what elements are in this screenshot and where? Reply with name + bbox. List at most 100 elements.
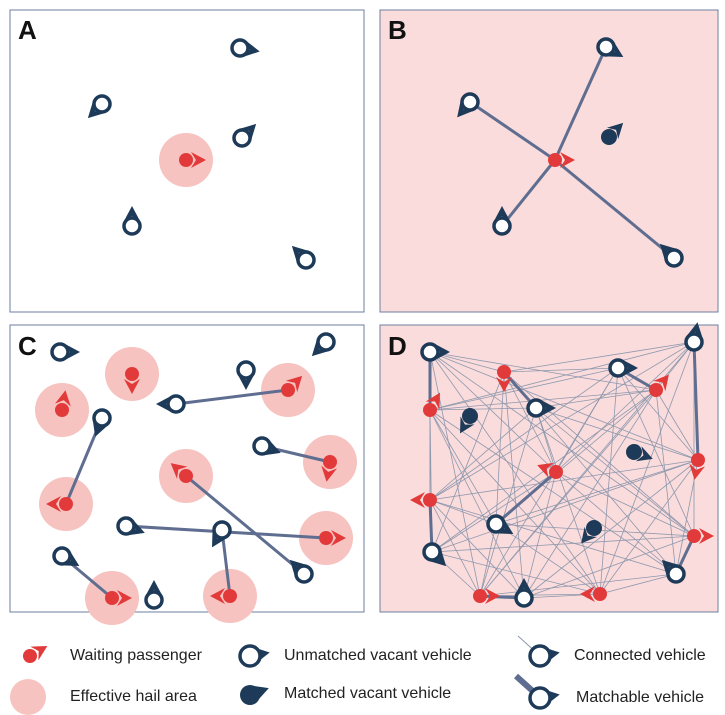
passenger-arrow [54, 390, 71, 407]
legend-label: Unmatched vacant vehicle [284, 647, 472, 664]
shapes [10, 37, 714, 715]
link [599, 367, 619, 595]
passenger [125, 367, 139, 381]
link [429, 351, 557, 473]
vacant-vehicle [116, 516, 136, 536]
vacant-vehicle [50, 342, 70, 362]
vacant-vehicle [528, 686, 552, 710]
link [429, 367, 619, 501]
link [503, 341, 695, 373]
legend-label: Waiting passenger [70, 647, 203, 664]
link [555, 471, 677, 575]
passenger [59, 497, 73, 511]
vacant-vehicle [230, 38, 250, 58]
vacant-vehicle [514, 588, 534, 608]
link [429, 351, 601, 595]
vehicle-arrow [127, 520, 145, 536]
vehicle-arrow [87, 101, 105, 119]
vacant-vehicle [596, 37, 616, 57]
passenger [23, 649, 37, 663]
passenger-arrow [485, 588, 500, 604]
vacant-vehicle [236, 360, 256, 380]
vehicle-arrow [263, 440, 281, 456]
passenger [593, 587, 607, 601]
legend-label: Connected vehicle [574, 647, 706, 664]
passenger [55, 403, 69, 417]
passenger [497, 365, 511, 379]
link [429, 341, 695, 411]
link [554, 158, 675, 260]
link [495, 470, 557, 526]
legend-label: Matched vacant vehicle [284, 685, 451, 702]
passenger-arrow [170, 463, 188, 479]
panel-label: A [18, 15, 37, 45]
link [429, 409, 497, 525]
link [617, 367, 699, 461]
passenger-arrow [410, 492, 425, 508]
link [500, 159, 557, 227]
link [185, 474, 305, 576]
link [429, 409, 525, 599]
link [431, 535, 695, 553]
vehicle-arrow [429, 549, 447, 567]
link [503, 371, 525, 599]
link [617, 367, 695, 537]
vacant-vehicle [122, 216, 142, 236]
link [429, 499, 481, 597]
vacant-vehicle [252, 436, 272, 456]
link [495, 523, 601, 595]
vacant-vehicle [492, 216, 512, 236]
matched-vehicle [601, 129, 617, 145]
link [553, 46, 608, 161]
link [503, 371, 557, 473]
link [599, 459, 699, 595]
passenger-arrow [580, 586, 595, 602]
passenger-arrow [560, 152, 575, 168]
link [429, 351, 657, 391]
passenger-arrow [191, 152, 206, 168]
panel-label: B [388, 15, 407, 45]
vehicle-arrow [635, 446, 653, 462]
vacant-vehicle [528, 644, 552, 668]
vacant-vehicle [664, 248, 684, 268]
vacant-vehicle [296, 250, 316, 270]
link [599, 573, 677, 595]
vacant-vehicle [232, 128, 252, 148]
legend-label: Effective hail area [70, 688, 197, 705]
passenger-arrow [30, 646, 48, 661]
passenger-arrow [653, 374, 669, 392]
vacant-vehicle [666, 564, 686, 584]
passenger [281, 383, 295, 397]
link [503, 367, 619, 373]
passenger [179, 469, 193, 483]
vacant-vehicle [316, 332, 336, 352]
vacant-vehicle [92, 408, 112, 428]
link [429, 407, 537, 411]
link [431, 471, 557, 553]
link [479, 573, 677, 597]
link [523, 471, 557, 599]
vehicle-arrow [251, 685, 269, 701]
vehicle-arrow [659, 243, 677, 261]
passenger [649, 383, 663, 397]
link [479, 407, 537, 597]
link [431, 551, 601, 595]
vehicle-arrow [606, 122, 624, 140]
link [429, 351, 695, 537]
link [429, 407, 537, 501]
vehicle-arrow [311, 339, 329, 357]
link [175, 388, 289, 406]
vacant-vehicle [52, 546, 72, 566]
matched-vehicle [586, 520, 602, 536]
vehicle-arrow [289, 559, 307, 577]
vehicle-arrow [460, 416, 475, 434]
link [535, 407, 601, 595]
passenger-arrow [331, 530, 346, 546]
matched-vehicle [626, 444, 642, 460]
passenger-arrow [124, 379, 140, 394]
link [655, 389, 677, 575]
passenger-arrow [537, 462, 555, 478]
legend-label: Matchable vehicle [576, 689, 704, 706]
vacant-vehicle [684, 332, 704, 352]
vacant-vehicle [144, 590, 164, 610]
